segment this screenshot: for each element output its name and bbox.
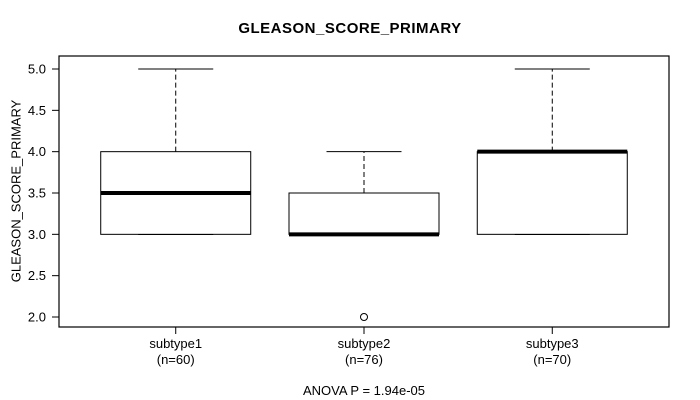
anova-annotation: ANOVA P = 1.94e-05: [302, 383, 425, 398]
outlier-point: [360, 313, 368, 321]
chart-title: GLEASON_SCORE_PRIMARY: [238, 20, 462, 37]
y-tick-label: 2.5: [28, 268, 46, 283]
x-group-label: subtype1: [149, 336, 202, 351]
y-tick-label: 4.5: [28, 103, 46, 118]
x-group-n: (n=70): [533, 352, 571, 367]
x-group-label: subtype2: [338, 336, 391, 351]
x-group-n: (n=76): [345, 352, 383, 367]
y-tick-label: 2.0: [28, 310, 46, 325]
y-tick-label: 3.0: [28, 227, 46, 242]
box-subtype3: [476, 151, 628, 235]
x-group-label: subtype3: [526, 336, 579, 351]
y-tick-label: 4.0: [28, 144, 46, 159]
x-group-n: (n=60): [157, 352, 195, 367]
y-tick-label: 3.5: [28, 186, 46, 201]
y-tick-label: 5.0: [28, 62, 46, 77]
box-subtype2: [288, 192, 440, 235]
